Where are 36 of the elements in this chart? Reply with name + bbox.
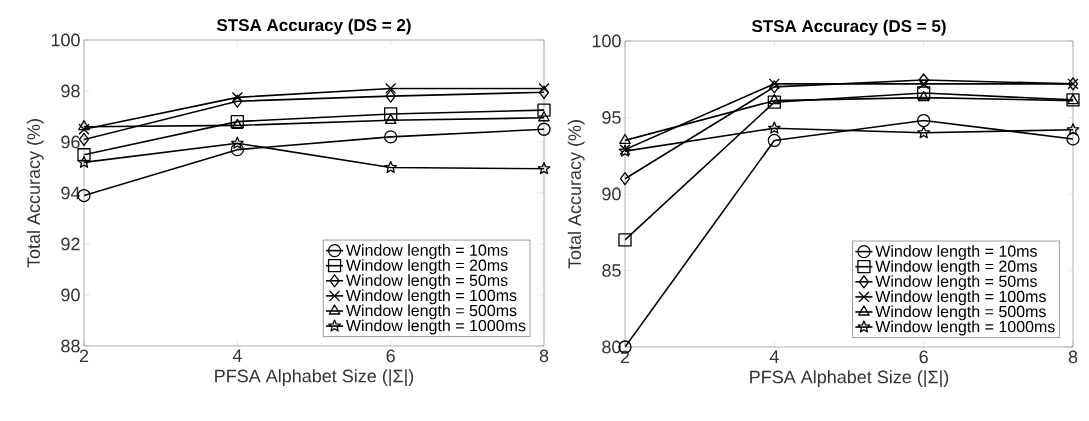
chart-title: STSA Accuracy (DS = 5) bbox=[751, 19, 946, 36]
y-tick-label: 90 bbox=[602, 187, 621, 201]
x-tick-label: 6 bbox=[386, 349, 395, 363]
y-axis-title: Total Accuracy (%) bbox=[26, 119, 44, 268]
x-tick-label: 4 bbox=[769, 350, 779, 363]
x-tick-label: 8 bbox=[1068, 350, 1078, 364]
legend-label: Window length = 50ms bbox=[345, 274, 508, 290]
legend-label: Window length = 100ms bbox=[345, 289, 517, 305]
legend-label: Window length = 100ms bbox=[875, 290, 1046, 306]
legend-label: Window length = 20ms bbox=[345, 259, 508, 275]
legend-label: Window length = 500ms bbox=[875, 305, 1046, 321]
x-tick-label: 4 bbox=[232, 349, 242, 362]
legend-label: Window length = 1000ms bbox=[875, 320, 1055, 336]
legend-label: Window length = 50ms bbox=[875, 275, 1037, 291]
legend-label: Window length = 20ms bbox=[875, 260, 1037, 276]
y-tick-label: 92 bbox=[61, 237, 80, 251]
legend-label: Window length = 10ms bbox=[875, 245, 1037, 260]
y-axis-title: Total Accuracy (%) bbox=[567, 120, 585, 269]
y-tick-label: 85 bbox=[602, 264, 621, 277]
y-tick-label: 95 bbox=[602, 111, 621, 124]
y-tick-label: 100 bbox=[51, 33, 80, 47]
x-axis-title: PFSA Alphabet Size (|Σ|) bbox=[750, 370, 949, 387]
y-tick-label: 100 bbox=[592, 34, 621, 48]
y-tick-label: 96 bbox=[61, 135, 80, 149]
x-axis-title: PFSA Alphabet Size (|Σ|) bbox=[215, 369, 414, 386]
y-tick-label: 88 bbox=[61, 339, 80, 353]
x-tick-label: 6 bbox=[919, 350, 928, 364]
chart-title: STSA Accuracy (DS = 2) bbox=[216, 18, 411, 35]
y-tick-label: 94 bbox=[61, 186, 80, 200]
y-tick-label: 98 bbox=[61, 84, 80, 98]
legend-label: Window length = 500ms bbox=[345, 304, 517, 320]
legend-label: Window length = 10ms bbox=[345, 244, 508, 259]
legend-label: Window length = 1000ms bbox=[345, 319, 526, 335]
x-tick-label: 8 bbox=[539, 349, 549, 363]
y-tick-label: 90 bbox=[61, 288, 80, 302]
x-tick-label: 2 bbox=[79, 349, 89, 363]
